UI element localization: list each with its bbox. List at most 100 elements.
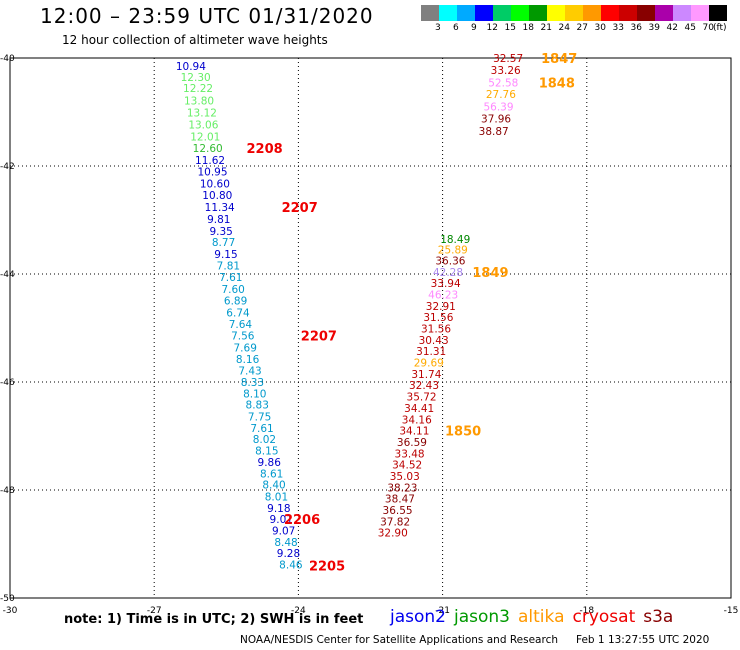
wave-height-label: 10.60 xyxy=(200,178,230,190)
color-swatch xyxy=(529,5,547,21)
x-tick-label: -18 xyxy=(579,606,594,616)
axis-labels: -30 -27 -24 -21 -18 -15 -40 -42 -44 -46 -48 -50 xyxy=(0,54,738,616)
wave-height-label: 8.33 xyxy=(241,377,264,389)
wave-height-label: 37.96 xyxy=(481,113,511,125)
wave-height-label: 46.23 xyxy=(428,290,458,302)
color-scale-tick: 27 xyxy=(576,23,588,33)
wave-height-label: 30.43 xyxy=(419,335,449,347)
wave-height-label: 38.87 xyxy=(479,126,509,138)
color-swatch xyxy=(511,5,529,21)
wave-height-label: 8.16 xyxy=(236,354,260,366)
color-swatch xyxy=(475,5,493,21)
page-title: 12:00 – 23:59 UTC 01/31/2020 xyxy=(40,4,374,28)
wave-height-label: 34.16 xyxy=(402,414,432,426)
color-swatch xyxy=(691,5,709,21)
color-swatch xyxy=(709,5,727,21)
pass-time-label: 1848 xyxy=(539,76,575,91)
wave-height-label: 13.80 xyxy=(184,96,214,108)
satellite-legend-item: s3a xyxy=(643,607,674,627)
wave-height-label: 33.48 xyxy=(395,448,425,460)
wave-height-label: 29.69 xyxy=(414,358,444,370)
wave-height-label: 7.69 xyxy=(234,342,257,354)
wave-height-label: 9.15 xyxy=(214,249,237,261)
wave-height-label: 6.89 xyxy=(224,295,247,307)
wave-height-label: 25.89 xyxy=(438,245,468,257)
wave-height-label: 13.06 xyxy=(188,119,218,131)
wave-height-label: 10.80 xyxy=(202,190,232,202)
wave-height-label: 32.91 xyxy=(426,301,456,313)
pass-time-label: 1849 xyxy=(472,266,508,281)
wave-height-label: 9.18 xyxy=(267,503,290,515)
color-scale-tick: 45 xyxy=(684,23,696,33)
color-swatch xyxy=(637,5,655,21)
wave-height-label: 31.74 xyxy=(411,369,441,381)
wave-height-label: 36.59 xyxy=(397,437,427,449)
wave-height-label: 36.55 xyxy=(383,505,413,517)
wave-height-label: 9.01 xyxy=(270,514,293,526)
credit-text: NOAA/NESDIS Center for Satellite Applica… xyxy=(240,634,558,646)
timestamp: Feb 1 13:27:55 UTC 2020 xyxy=(576,634,710,646)
wave-height-label: 12.60 xyxy=(193,143,223,155)
wave-height-label: 7.56 xyxy=(231,331,255,343)
wave-height-label: 8.61 xyxy=(260,468,283,480)
wave-height-label: 8.15 xyxy=(255,446,278,458)
wave-height-label: 8.83 xyxy=(246,400,269,412)
wave-height-label: 7.43 xyxy=(238,366,261,378)
wave-height-label: 10.95 xyxy=(197,166,227,178)
pass-time-label: 1850 xyxy=(445,425,481,440)
wave-height-label: 8.46 xyxy=(279,560,303,572)
pass-time-label: 2208 xyxy=(246,142,282,157)
color-scale-ticks: 3 6 9 12 15 18 21 24 27 30 33 36 39 42 45 70 (ft) xyxy=(421,23,740,35)
wave-height-label: 34.11 xyxy=(399,426,429,438)
wave-height-label: 9.86 xyxy=(258,457,282,469)
color-swatch xyxy=(673,5,691,21)
color-scale-tick: 6 xyxy=(453,23,459,33)
pass-time-label: 1847 xyxy=(541,52,577,67)
color-swatch xyxy=(421,5,439,21)
wave-height-label: 56.39 xyxy=(483,102,513,114)
wave-height-label: 34.41 xyxy=(404,403,434,415)
wave-height-label: 37.82 xyxy=(380,516,410,528)
wave-height-label: 42.28 xyxy=(433,267,463,279)
wave-height-label: 32.57 xyxy=(493,53,523,65)
wave-height-label: 9.07 xyxy=(272,526,295,538)
wave-height-label: 33.26 xyxy=(491,65,521,77)
wave-height-label: 7.61 xyxy=(219,272,242,284)
color-swatch xyxy=(457,5,475,21)
color-swatch xyxy=(655,5,673,21)
y-tick-label: -42 xyxy=(0,162,15,172)
wave-height-label: 12.22 xyxy=(183,83,213,95)
x-tick-label: -15 xyxy=(724,606,739,616)
y-tick-label: -48 xyxy=(0,486,15,496)
wave-height-label: 32.90 xyxy=(378,528,408,540)
color-scale-bar xyxy=(421,5,727,21)
wave-height-label: 38.47 xyxy=(385,494,415,506)
wave-height-label: 35.72 xyxy=(407,392,437,404)
x-tick-label: -21 xyxy=(435,606,450,616)
color-swatch xyxy=(601,5,619,21)
satellite-legend-item: jason2 xyxy=(390,607,446,627)
wave-height-label: 8.40 xyxy=(262,480,285,492)
x-tick-label: -30 xyxy=(3,606,18,616)
y-tick-label: -46 xyxy=(0,378,15,388)
pass-time-label: 2207 xyxy=(301,330,337,345)
wave-height-label: 13.12 xyxy=(187,108,217,120)
wave-height-label: 18.49 xyxy=(440,234,470,246)
x-tick-label: -27 xyxy=(147,606,162,616)
color-swatch xyxy=(547,5,565,21)
satellite-legend-item: jason3 xyxy=(454,607,510,627)
color-scale-tick: 9 xyxy=(471,23,477,33)
color-scale-tick: 18 xyxy=(522,23,534,33)
satellite-legend-item: cryosat xyxy=(572,607,636,627)
wave-height-label: 8.10 xyxy=(243,388,266,400)
wave-height-label: 6.74 xyxy=(226,307,250,319)
wave-height-label: 8.02 xyxy=(253,434,276,446)
plot-frame xyxy=(9,57,732,599)
wave-height-label: 7.64 xyxy=(229,319,253,331)
pass-time-label: 2206 xyxy=(284,513,320,528)
y-tick-label: -40 xyxy=(0,54,15,64)
color-scale-tick: 33 xyxy=(612,23,624,33)
wave-height-points: 10.9412.3012.2213.8013.1213.0612.0112.60… xyxy=(176,53,523,572)
